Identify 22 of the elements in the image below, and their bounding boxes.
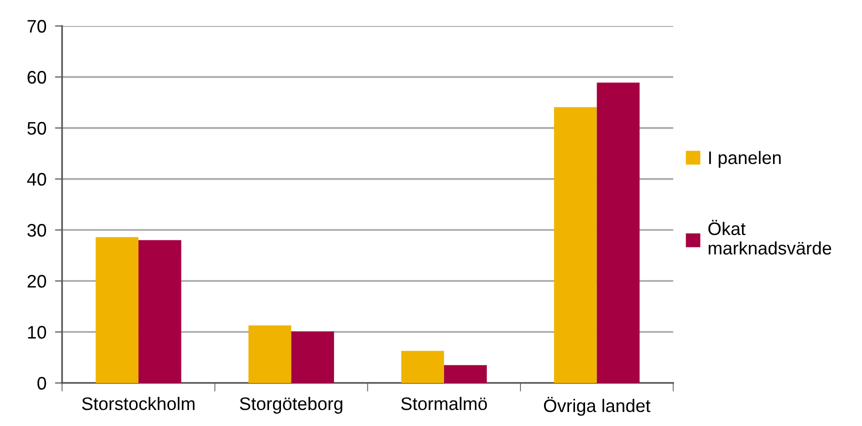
y-tick-label: 60 xyxy=(28,70,46,84)
bar xyxy=(96,237,138,383)
legend-label: I panelen xyxy=(709,150,781,168)
y-tick-label: 70 xyxy=(28,20,46,33)
legend-label: Ökat marknadsvärde xyxy=(708,220,832,255)
x-tick-label: Storgöteborg xyxy=(240,396,342,414)
bar xyxy=(138,240,182,383)
x-tick-label: Storstockholm xyxy=(82,396,194,410)
y-tick-label: 40 xyxy=(27,172,46,186)
y-tick-label: 20 xyxy=(28,274,46,288)
y-tick-label: 10 xyxy=(28,326,46,339)
y-tick-label: 0 xyxy=(37,376,46,390)
bar xyxy=(444,365,487,383)
bar xyxy=(596,82,640,383)
bar xyxy=(291,331,334,383)
bar xyxy=(401,350,444,383)
bar xyxy=(248,325,292,383)
x-tick-label: Övriga landet xyxy=(544,396,650,416)
y-tick-label: 50 xyxy=(27,122,46,135)
y-tick-label: 30 xyxy=(27,224,46,237)
x-tick-label: Stormalmö xyxy=(401,396,487,410)
bar xyxy=(554,107,597,383)
